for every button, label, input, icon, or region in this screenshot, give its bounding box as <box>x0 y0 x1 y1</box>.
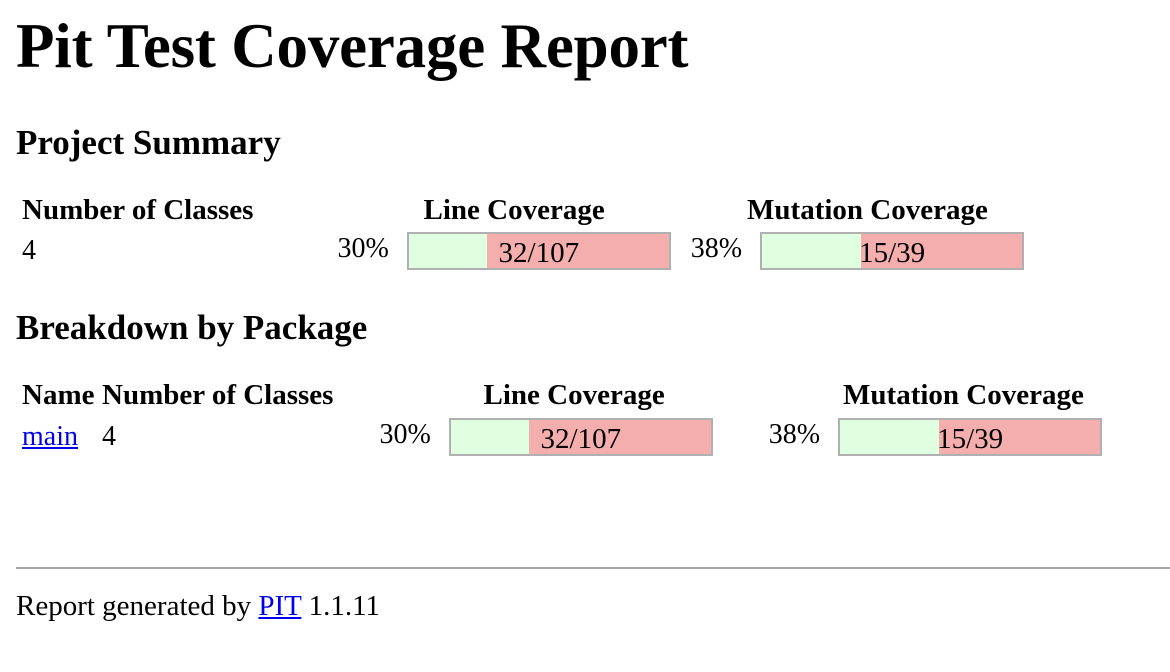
footer-version: 1.1.11 <box>308 590 381 622</box>
line-coverage-fill <box>408 234 487 268</box>
number-of-classes-value: 4 <box>22 235 36 266</box>
mutation-coverage-cell: 15/39 <box>760 227 1044 270</box>
package-mutation-coverage-percent: 38% <box>768 419 821 450</box>
footer: Report generated by PIT 1.1.11 <box>16 588 380 624</box>
package-mutation-coverage-bar: 15/39 <box>838 418 1103 456</box>
header-name: Name <box>22 379 95 411</box>
package-line-coverage-ratio: 32/107 <box>540 423 622 455</box>
line-coverage-bar: 32/107 <box>406 232 671 270</box>
pit-link[interactable]: PIT <box>258 590 302 622</box>
mutation-coverage-ratio: 15/39 <box>859 237 926 269</box>
mutation-coverage-fill <box>762 234 861 268</box>
package-name-cell: main <box>22 412 102 456</box>
package-line-coverage-percent: 30% <box>379 419 431 450</box>
line-coverage-percent: 30% <box>337 233 389 264</box>
header-number-of-classes: Number of Classes <box>102 379 334 411</box>
report-page: Pit Test Coverage Report Project Summary… <box>16 11 1158 456</box>
package-mutation-coverage-ratio: 15/39 <box>937 423 1004 455</box>
header-line-coverage: Line Coverage <box>483 379 665 411</box>
mutation-coverage-bar: 15/39 <box>760 232 1025 270</box>
table-row: main 4 30% 32/107 38% 15/39 <box>22 412 1158 456</box>
package-mutation-coverage-fill <box>840 420 939 454</box>
project-summary-table: Number of Classes Line Coverage Mutation… <box>22 193 1044 270</box>
header-mutation-coverage: Mutation Coverage <box>747 194 988 226</box>
package-breakdown-table: Name Number of Classes Line Coverage Mut… <box>22 378 1158 456</box>
project-summary-heading: Project Summary <box>16 123 281 162</box>
mutation-coverage-percent: 38% <box>690 233 743 264</box>
package-mutation-coverage-cell: 15/39 <box>838 412 1158 456</box>
line-coverage-ratio: 32/107 <box>498 237 580 269</box>
table-row: 4 30% 32/107 38% 15/39 <box>22 227 1044 270</box>
header-line-coverage: Line Coverage <box>423 194 605 226</box>
header-number-of-classes: Number of Classes <box>22 194 254 226</box>
footer-divider <box>16 567 1170 569</box>
footer-prefix: Report generated by <box>16 590 252 622</box>
package-link-main[interactable]: main <box>22 421 78 452</box>
package-line-coverage-fill <box>450 420 529 454</box>
header-mutation-coverage: Mutation Coverage <box>843 379 1084 411</box>
table-header-row: Number of Classes Line Coverage Mutation… <box>22 193 1044 227</box>
line-coverage-cell: 32/107 <box>406 227 691 270</box>
table-header-row: Name Number of Classes Line Coverage Mut… <box>22 378 1158 412</box>
page-title: Pit Test Coverage Report <box>16 11 689 81</box>
package-line-coverage-bar: 32/107 <box>448 418 713 456</box>
package-line-coverage-cell: 32/107 <box>448 412 769 456</box>
package-number-of-classes: 4 <box>102 421 116 452</box>
breakdown-heading: Breakdown by Package <box>16 308 368 347</box>
